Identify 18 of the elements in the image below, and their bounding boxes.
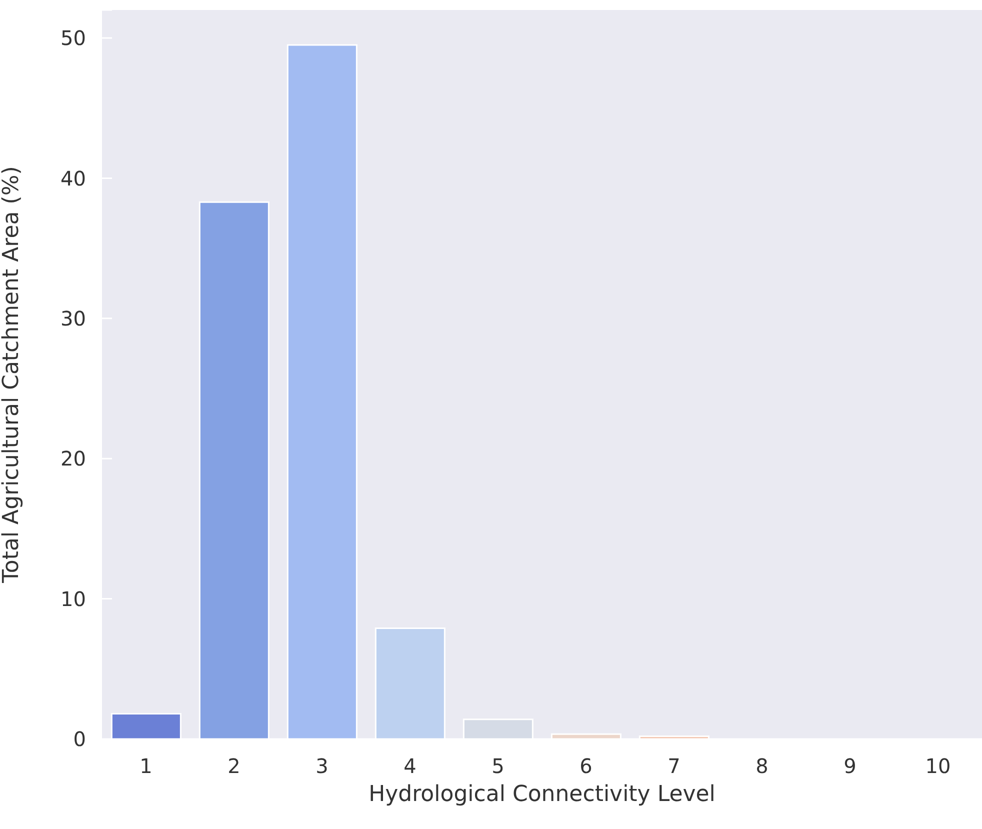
x-tick-label: 1	[140, 754, 152, 778]
x-tick-label: 8	[756, 754, 768, 778]
x-tick-label: 5	[492, 754, 504, 778]
x-tick-label: 2	[228, 754, 240, 778]
x-tick-label: 10	[925, 754, 951, 778]
x-tick-label: 6	[580, 754, 592, 778]
y-tick-label: 20	[60, 446, 86, 471]
x-axis-title: Hydrological Connectivity Level	[368, 782, 716, 807]
y-tick-label: 10	[60, 586, 86, 611]
y-axis-title: Total Agricultural Catchment Area (%)	[0, 166, 24, 584]
x-tick-label: 9	[844, 754, 856, 778]
x-tick-label: 3	[316, 754, 328, 778]
y-tick-label: 30	[60, 306, 86, 331]
y-tick-label: 0	[73, 727, 86, 752]
y-tick-label: 40	[60, 166, 86, 190]
x-tick-label: 4	[404, 754, 416, 778]
x-tick-label: 7	[668, 754, 680, 778]
y-tick-label: 50	[60, 26, 86, 50]
